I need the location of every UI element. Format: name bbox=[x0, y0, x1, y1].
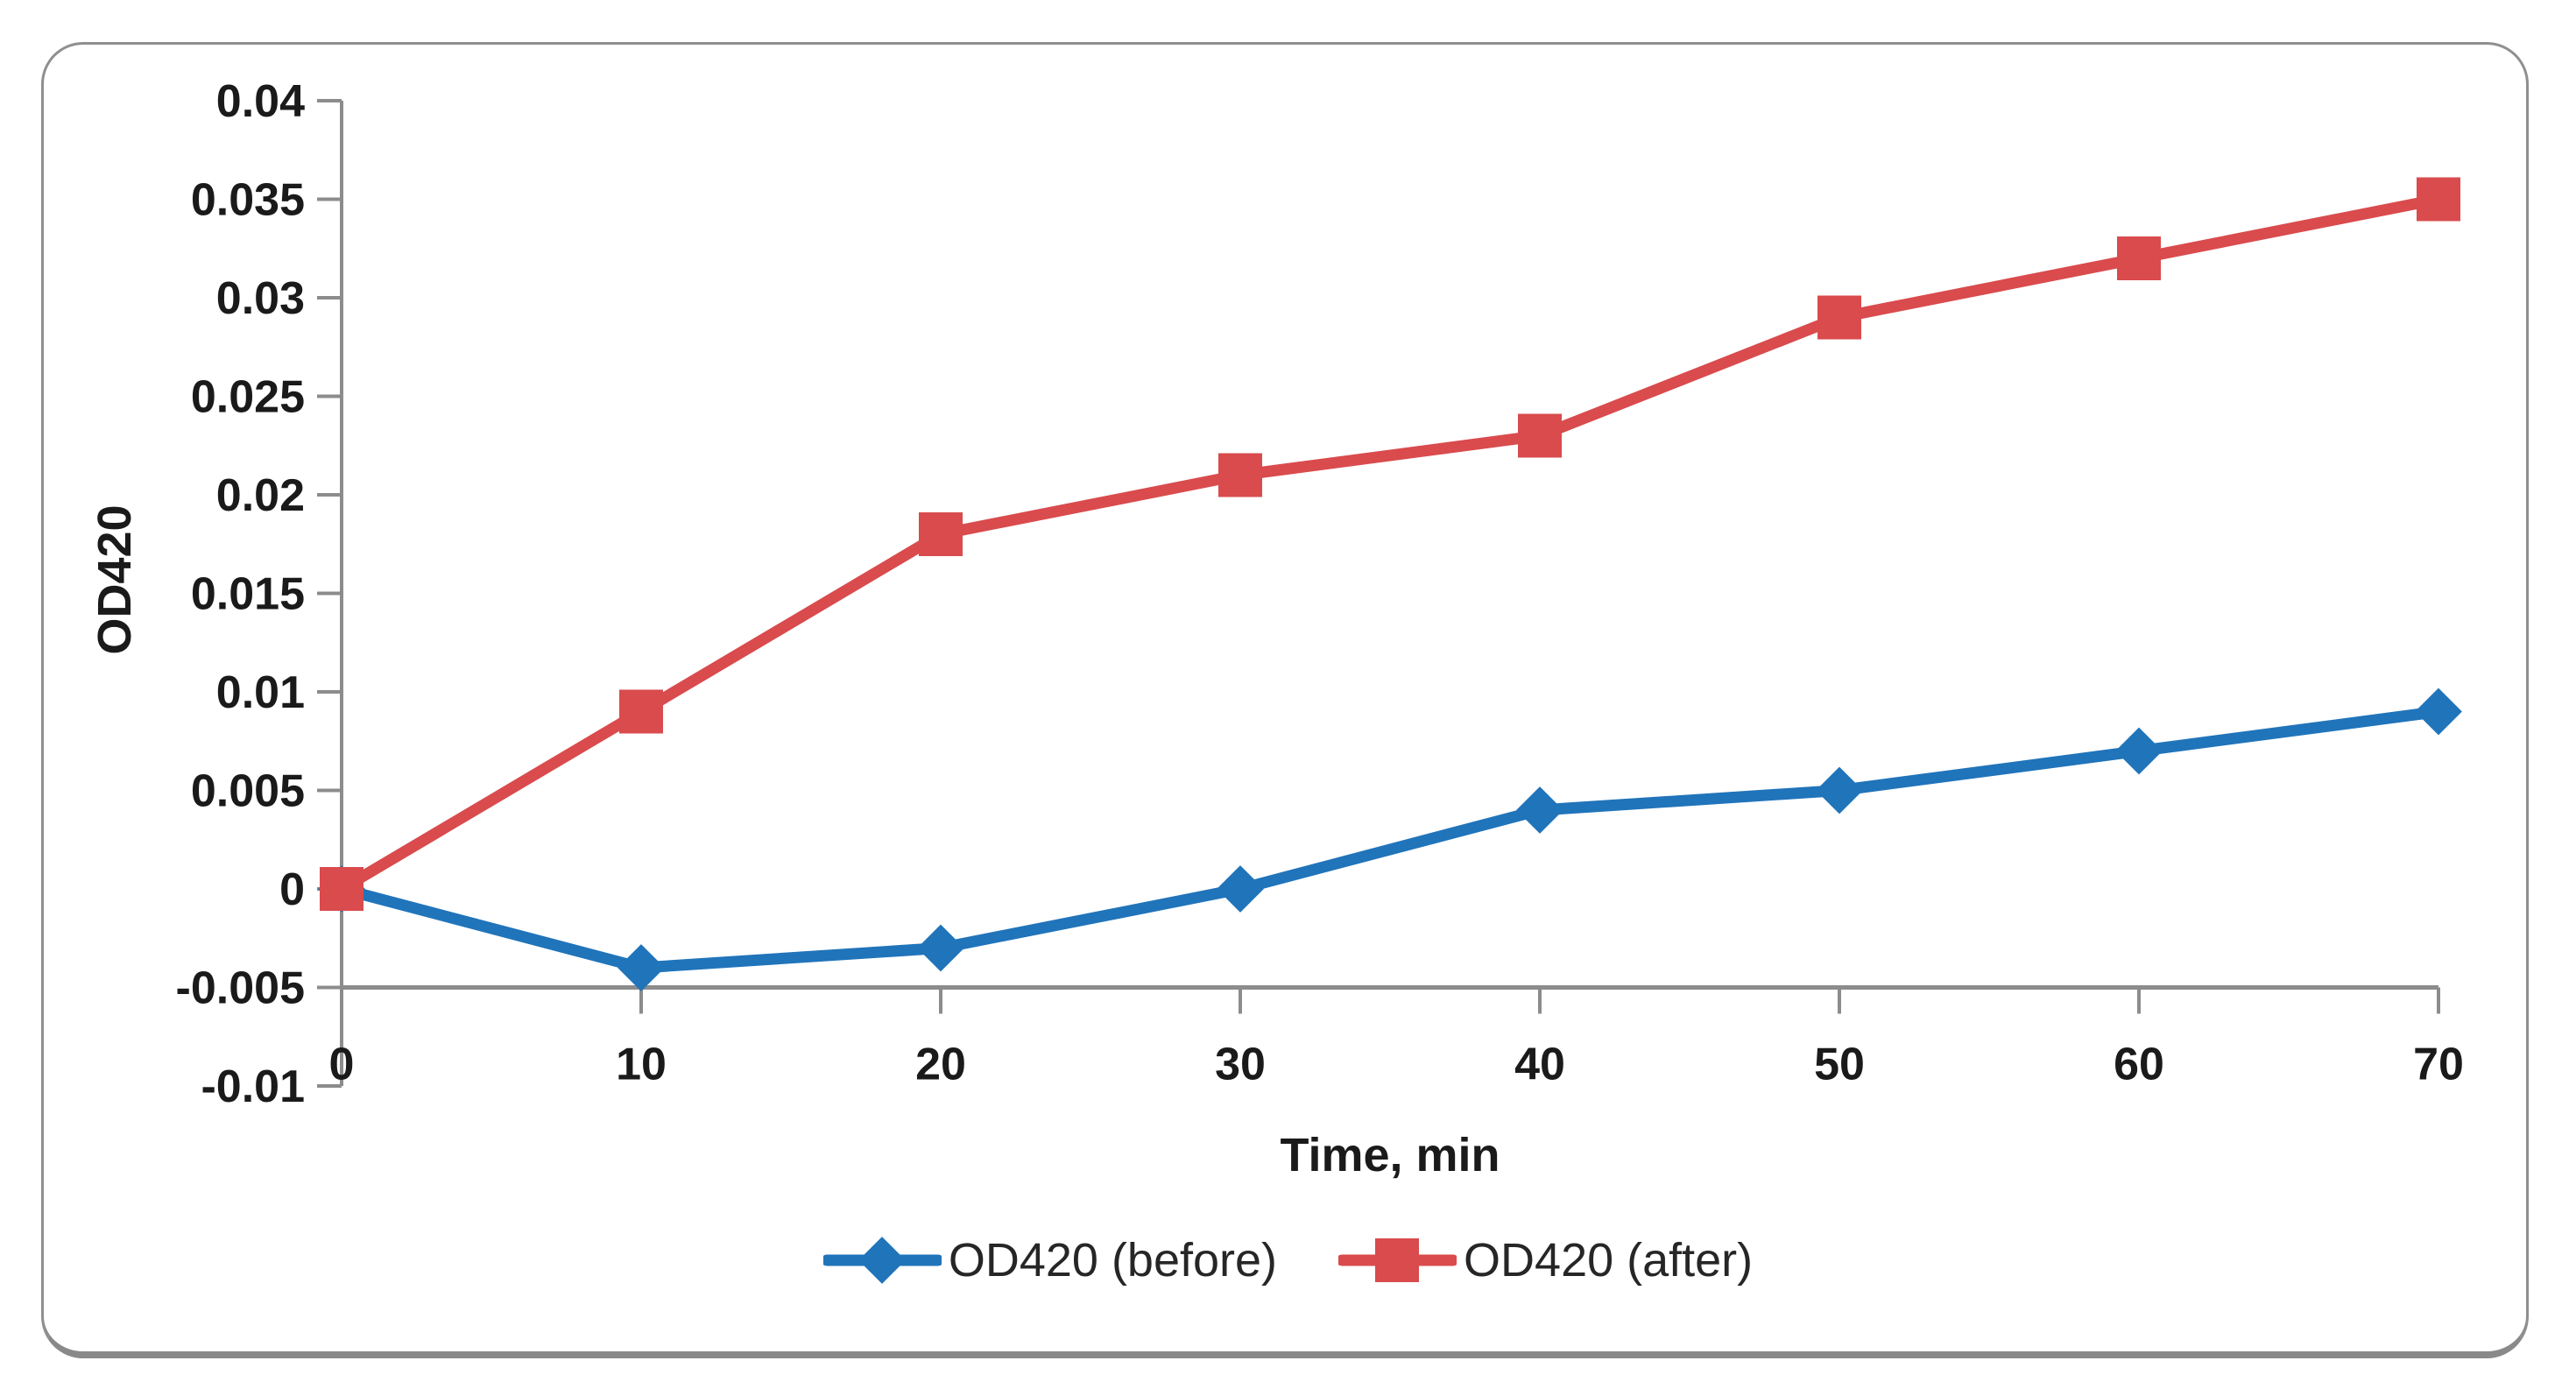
series-line bbox=[335, 706, 2445, 974]
data-point-marker bbox=[917, 924, 964, 972]
y-tick-label: 0.04 bbox=[216, 76, 305, 127]
data-point-marker bbox=[1217, 865, 1264, 913]
legend-label-after: OD420 (after) bbox=[1464, 1234, 1754, 1287]
legend-marker-diamond-icon bbox=[822, 1237, 942, 1284]
data-point-marker bbox=[1218, 453, 1262, 497]
x-tick-label: 70 bbox=[2413, 1040, 2464, 1090]
y-tick-label: -0.01 bbox=[201, 1061, 305, 1112]
y-tick-label: 0.01 bbox=[216, 667, 305, 718]
data-point-marker bbox=[2117, 236, 2161, 280]
x-tick-label: 10 bbox=[616, 1040, 667, 1090]
y-tick-label: 0.005 bbox=[191, 766, 305, 817]
series-line bbox=[335, 194, 2445, 895]
x-tick-label: 40 bbox=[1514, 1040, 1565, 1090]
x-tick-label: 60 bbox=[2114, 1040, 2164, 1090]
y-tick-label: 0.025 bbox=[191, 372, 305, 423]
legend-swatch-marker bbox=[1375, 1238, 1420, 1282]
y-tick-label: -0.005 bbox=[176, 963, 305, 1014]
data-point-marker bbox=[919, 512, 963, 556]
x-tick-label: 20 bbox=[915, 1040, 966, 1090]
legend-item-after: OD420 (after) bbox=[1338, 1233, 1753, 1287]
y-tick-label: 0.015 bbox=[191, 569, 305, 620]
data-point-marker bbox=[2415, 687, 2462, 736]
x-tick-label: 0 bbox=[329, 1040, 355, 1090]
legend-swatch-marker bbox=[857, 1237, 906, 1284]
data-point-marker bbox=[2417, 177, 2460, 222]
data-point-marker bbox=[2115, 727, 2163, 775]
x-tick-label: 30 bbox=[1215, 1040, 1266, 1090]
legend: OD420 (before) OD420 (after) bbox=[0, 1233, 2576, 1287]
x-tick-label: 50 bbox=[1814, 1040, 1865, 1090]
data-point-marker bbox=[618, 944, 665, 991]
data-point-marker bbox=[1816, 766, 1863, 814]
series-before bbox=[318, 687, 2462, 991]
legend-marker-square-icon bbox=[1338, 1238, 1457, 1282]
data-point-marker bbox=[1516, 786, 1563, 834]
series-group bbox=[318, 177, 2462, 991]
axes-group: 0.04 0.035 0.03 0.025 0.02 0.015 0.01 0.005 0 -0.… bbox=[176, 76, 2464, 1112]
x-axis-title: Time, min bbox=[1280, 1129, 1500, 1181]
y-tick-label: 0 bbox=[279, 864, 305, 915]
data-point-marker bbox=[1518, 413, 1562, 458]
y-tick-label: 0.03 bbox=[216, 273, 305, 324]
data-point-marker bbox=[320, 867, 363, 911]
y-tick-label: 0.02 bbox=[216, 470, 305, 521]
data-point-marker bbox=[1817, 295, 1861, 340]
y-tick-label: 0.035 bbox=[191, 175, 305, 226]
series-after bbox=[320, 177, 2460, 911]
data-point-marker bbox=[619, 689, 663, 734]
legend-item-before: OD420 (before) bbox=[822, 1233, 1278, 1287]
y-axis-title: OD420 bbox=[88, 504, 141, 655]
legend-label-before: OD420 (before) bbox=[948, 1234, 1278, 1287]
